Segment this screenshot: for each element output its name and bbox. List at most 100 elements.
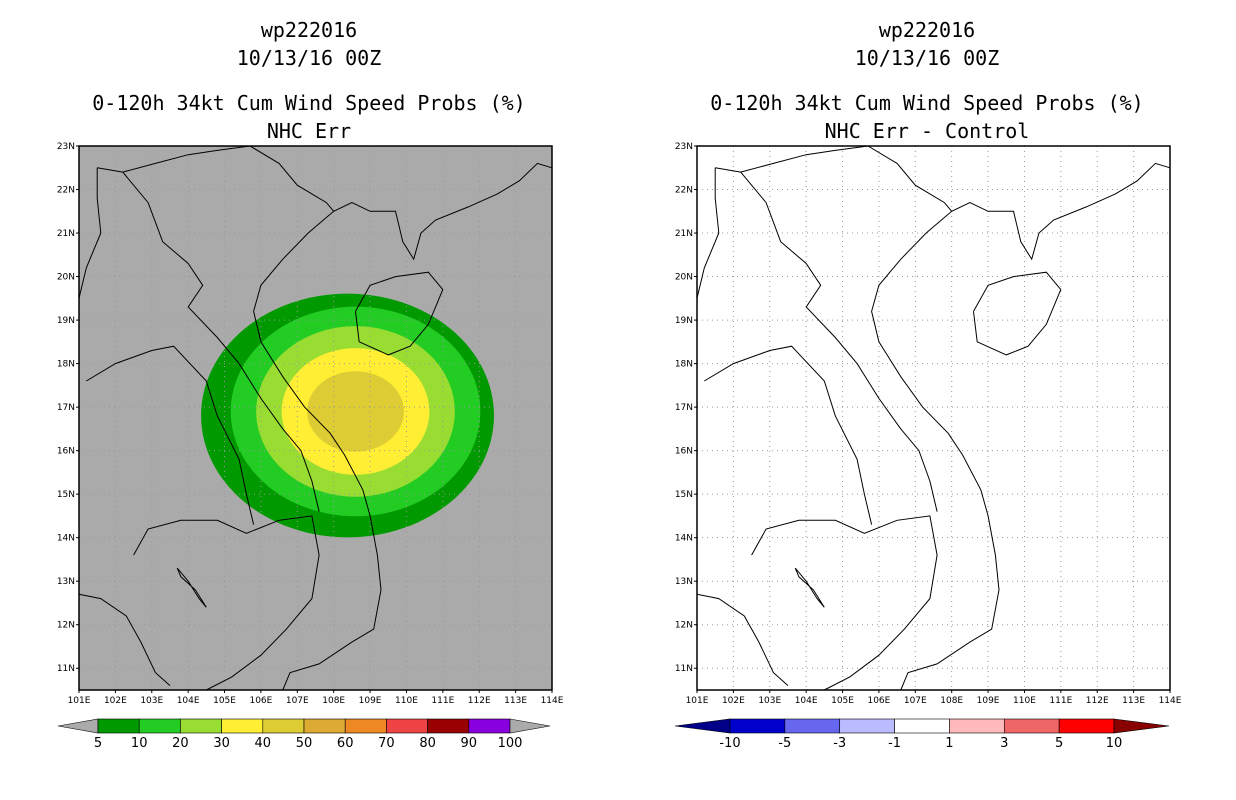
colorbar-swatch bbox=[468, 718, 511, 734]
colorbar-label: 1 bbox=[945, 736, 953, 751]
colorbar-swatch bbox=[427, 718, 470, 734]
x-tick-label: 112E bbox=[1086, 696, 1109, 706]
x-tick-label: 104E bbox=[177, 696, 200, 706]
colorbar-over-arrow bbox=[509, 718, 551, 734]
y-tick-label: 14N bbox=[675, 534, 693, 544]
y-tick-label: 23N bbox=[57, 142, 75, 152]
x-tick-label: 104E bbox=[795, 696, 818, 706]
y-tick-label: 23N bbox=[675, 142, 693, 152]
colorbar-under-arrow bbox=[674, 718, 731, 734]
x-tick-label: 111E bbox=[431, 696, 454, 706]
x-tick-label: 106E bbox=[867, 696, 890, 706]
y-tick-label: 18N bbox=[57, 360, 75, 370]
colorbar-under-arrow bbox=[57, 718, 99, 734]
colorbar-label: 60 bbox=[337, 736, 354, 751]
prob-contour-40 bbox=[307, 371, 404, 452]
coastlines bbox=[78, 145, 553, 691]
y-tick-label: 16N bbox=[675, 447, 693, 457]
x-tick-label: 108E bbox=[322, 696, 345, 706]
x-tick-label: 107E bbox=[286, 696, 309, 706]
colorbar-right: -10 -5 -3 -1 1 3 5 10 bbox=[674, 718, 1170, 751]
colorbar-swatch bbox=[386, 718, 428, 734]
colorbar-swatch bbox=[1003, 718, 1060, 734]
y-tick-label: 13N bbox=[675, 577, 693, 587]
y-tick-label: 15N bbox=[675, 490, 693, 500]
x-tick-label: 101E bbox=[686, 696, 709, 706]
colorbar-left: 5 10 20 30 40 50 60 70 80 90 100 bbox=[57, 718, 551, 751]
forecast-time: 10/13/16 00Z bbox=[854, 46, 1000, 70]
colorbar-label: 20 bbox=[172, 736, 189, 751]
x-tick-label: 114E bbox=[541, 696, 564, 706]
x-tick-label: 107E bbox=[904, 696, 927, 706]
y-tick-label: 22N bbox=[675, 186, 693, 196]
y-tick-label: 14N bbox=[57, 534, 75, 544]
x-tick-label: 109E bbox=[977, 696, 1000, 706]
colorbar-swatch bbox=[894, 718, 950, 734]
panel-nhc-err: wp222016 10/13/16 00Z 0-120h 34kt Cum Wi… bbox=[57, 18, 564, 751]
colorbar-label: 90 bbox=[461, 736, 478, 751]
product-title: 0-120h 34kt Cum Wind Speed Probs (%) bbox=[710, 91, 1144, 115]
colorbar-label: -3 bbox=[833, 736, 846, 751]
colorbar-label: 40 bbox=[255, 736, 272, 751]
storm-id: wp222016 bbox=[260, 18, 358, 42]
x-tick-label: 113E bbox=[504, 696, 527, 706]
colorbar-swatch bbox=[729, 718, 786, 734]
x-tick-label: 101E bbox=[68, 696, 91, 706]
x-tick-label: 112E bbox=[468, 696, 491, 706]
colorbar-swatch bbox=[839, 718, 895, 734]
y-tick-label: 17N bbox=[57, 403, 75, 413]
colorbar-swatch bbox=[262, 718, 305, 734]
y-tick-label: 12N bbox=[57, 621, 75, 631]
y-tick-label: 11N bbox=[675, 664, 693, 674]
x-tick-label: 105E bbox=[831, 696, 854, 706]
colorbar-label: 5 bbox=[1055, 736, 1063, 751]
colorbar-swatch bbox=[303, 718, 346, 734]
y-tick-label: 16N bbox=[57, 447, 75, 457]
colorbar-swatch bbox=[949, 718, 1005, 734]
colorbar-swatch bbox=[344, 718, 387, 734]
colorbar-label: 5 bbox=[94, 736, 102, 751]
x-tick-label: 111E bbox=[1049, 696, 1072, 706]
panel-nhc-err-control: wp222016 10/13/16 00Z 0-120h 34kt Cum Wi… bbox=[618, 0, 1236, 800]
x-tick-label: 110E bbox=[395, 696, 418, 706]
y-tick-label: 19N bbox=[57, 316, 75, 326]
colorbar-label: 50 bbox=[296, 736, 313, 751]
colorbar-swatch bbox=[97, 718, 140, 734]
panel-subtitle: NHC Err bbox=[266, 119, 352, 143]
map-plot-left: 101E 102E 103E 104E 105E 106E 107E 108E 109E 110E… bbox=[57, 142, 564, 706]
x-tick-label: 108E bbox=[940, 696, 963, 706]
y-tick-label: 13N bbox=[57, 577, 75, 587]
colorbar-swatch bbox=[784, 718, 841, 734]
y-tick-label: 19N bbox=[675, 316, 693, 326]
colorbar-swatch bbox=[180, 718, 222, 734]
colorbar-swatch bbox=[138, 718, 181, 734]
colorbar-label: 10 bbox=[1106, 736, 1123, 751]
x-tick-label: 110E bbox=[1013, 696, 1036, 706]
colorbar-label: -5 bbox=[778, 736, 791, 751]
y-tick-label: 20N bbox=[675, 273, 693, 283]
y-tick-label: 22N bbox=[57, 186, 75, 196]
colorbar-label: 3 bbox=[1000, 736, 1008, 751]
colorbar-swatch bbox=[221, 718, 264, 734]
y-tick-label: 12N bbox=[675, 621, 693, 631]
y-tick-label: 21N bbox=[675, 229, 693, 239]
colorbar-label: 10 bbox=[131, 736, 148, 751]
product-title: 0-120h 34kt Cum Wind Speed Probs (%) bbox=[92, 91, 526, 115]
panel-subtitle: NHC Err - Control bbox=[824, 119, 1030, 143]
colorbar-label: -1 bbox=[888, 736, 901, 751]
x-tick-label: 103E bbox=[140, 696, 163, 706]
map-frame bbox=[696, 145, 1171, 691]
x-tick-label: 105E bbox=[213, 696, 236, 706]
y-tick-label: 21N bbox=[57, 229, 75, 239]
forecast-time: 10/13/16 00Z bbox=[236, 46, 382, 70]
colorbar-swatch bbox=[1058, 718, 1115, 734]
x-tick-label: 102E bbox=[104, 696, 127, 706]
coastlines bbox=[696, 145, 1171, 691]
map-plot-right: 101E 102E 103E 104E 105E 106E 107E 108E 109E 110E… bbox=[675, 142, 1182, 706]
x-tick-label: 103E bbox=[758, 696, 781, 706]
x-tick-label: 113E bbox=[1122, 696, 1145, 706]
x-tick-label: 114E bbox=[1159, 696, 1182, 706]
x-tick-label: 109E bbox=[359, 696, 382, 706]
y-tick-label: 17N bbox=[675, 403, 693, 413]
colorbar-label: 80 bbox=[419, 736, 436, 751]
